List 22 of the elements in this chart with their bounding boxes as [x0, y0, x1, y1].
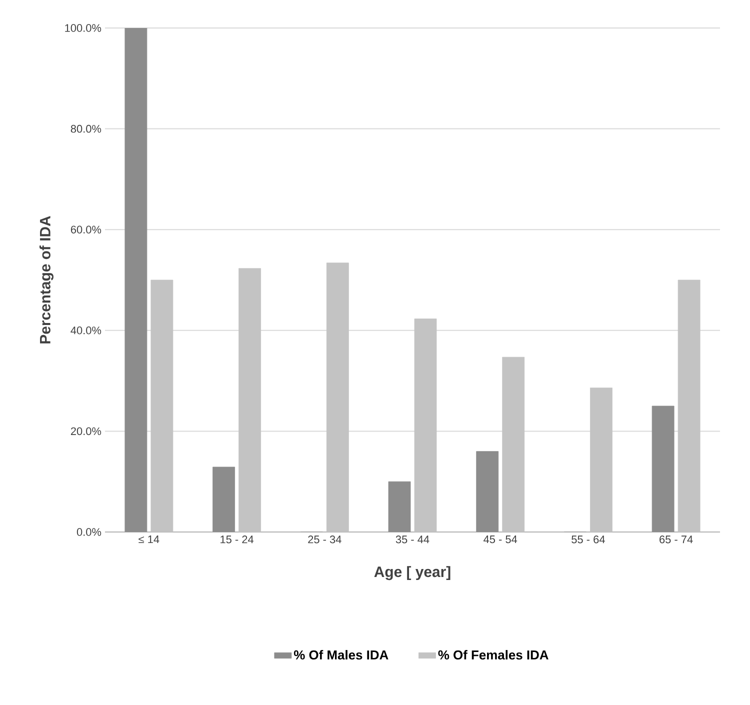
x-tick-label: 35 - 44 — [396, 536, 430, 544]
y-tick-label: 60.0% — [70, 226, 102, 234]
x-tick-label: 55 - 64 — [572, 536, 605, 544]
x-tick-label: 65 - 74 — [660, 536, 693, 544]
x-tick-label: ≤ 14 — [138, 536, 160, 544]
y-axis-title: Percentage of IDA — [39, 216, 54, 344]
x-axis-title: Age [ year] — [374, 566, 450, 580]
y-tick-label: 20.0% — [70, 427, 102, 436]
y-tick-label: 0.0% — [76, 528, 102, 536]
bar — [388, 481, 411, 532]
y-tick-label: 40.0% — [70, 326, 102, 334]
y-tick-label: 80.0% — [70, 124, 102, 133]
legend-label: % Of Males IDA — [294, 650, 388, 660]
bar — [652, 406, 674, 532]
x-tick-label: 15 - 24 — [220, 536, 254, 544]
bar — [212, 466, 235, 532]
bar — [476, 451, 499, 532]
legend-label: % Of Females IDA — [438, 650, 548, 660]
x-tick-label: 45 - 54 — [484, 536, 518, 544]
x-tick-label: 25 - 34 — [308, 536, 342, 544]
y-tick-label: 100.0% — [65, 24, 102, 32]
bar — [124, 28, 148, 532]
